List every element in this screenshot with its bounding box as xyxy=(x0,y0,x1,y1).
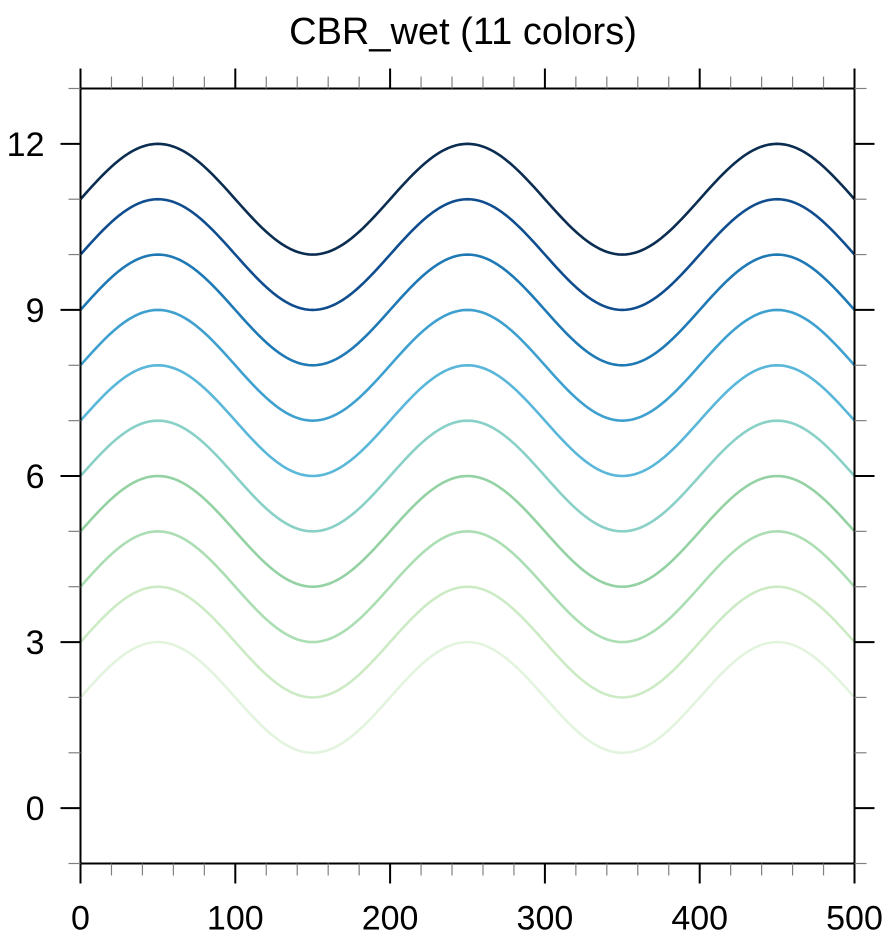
y-tick-label: 3 xyxy=(26,624,45,662)
x-tick-label: 100 xyxy=(207,900,264,935)
y-tick-label: 12 xyxy=(7,126,45,164)
curve-color-3 xyxy=(79,585,856,699)
curve-color-2 xyxy=(79,640,856,755)
curve-color-6 xyxy=(79,419,856,533)
y-tick-label: 9 xyxy=(26,292,45,330)
chart-title: CBR_wet (11 colors) xyxy=(289,11,637,53)
x-tick-label: 0 xyxy=(71,900,90,935)
x-tick-label: 500 xyxy=(826,900,883,935)
curve-color-9 xyxy=(79,253,856,367)
y-tick-label: 0 xyxy=(26,790,45,828)
curve-color-11 xyxy=(79,142,856,256)
curve-color-7 xyxy=(79,363,856,478)
curve-color-1 xyxy=(79,696,856,810)
y-tick-label: 6 xyxy=(26,458,45,496)
curve-color-10 xyxy=(79,197,856,312)
axes-layer xyxy=(60,68,875,884)
x-tick-label: 200 xyxy=(362,900,419,935)
x-tick-label: 300 xyxy=(517,900,574,935)
curve-color-4 xyxy=(79,530,856,644)
x-tick-label: 400 xyxy=(671,900,728,935)
curve-color-5 xyxy=(79,474,856,589)
curves-layer xyxy=(79,142,856,810)
curve-color-8 xyxy=(79,308,856,422)
labels-layer: 0 100 200 300 400 500 0 3 6 9 12 xyxy=(7,126,883,935)
